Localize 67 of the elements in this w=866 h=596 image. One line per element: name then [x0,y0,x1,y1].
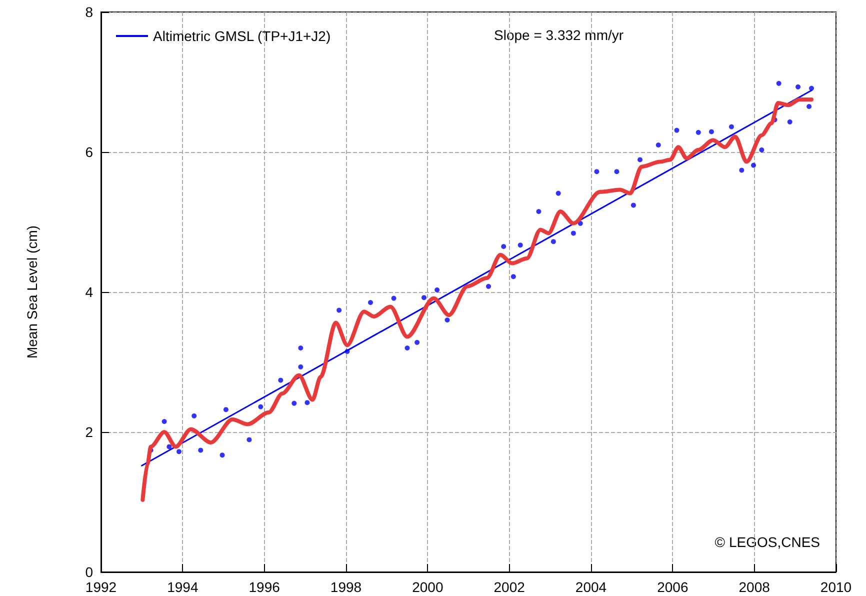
point [223,407,228,412]
y-tick-label: 8 [85,4,94,20]
x-tick-label: 1998 [330,579,362,595]
point [298,364,304,370]
point [162,419,167,424]
point [614,169,620,174]
point [278,378,284,383]
x-tick-label: 1994 [167,579,198,595]
point [809,86,814,91]
x-tick-label: 2008 [738,579,770,595]
x-tick-label: 2010 [820,579,852,595]
point [336,308,342,313]
point [787,119,792,124]
point [292,400,297,406]
y-axis-title: Mean Sea Level (cm) [24,225,40,359]
point [220,452,225,458]
point [751,162,756,168]
point [368,300,373,305]
point [414,340,420,345]
point [806,104,812,109]
point [176,449,182,454]
point [391,296,396,301]
point [434,287,440,292]
point [518,242,523,248]
x-tick-label: 2002 [494,579,526,595]
x-tick-label: 2006 [657,579,688,595]
point [630,202,636,208]
x-tick-label: 2004 [575,579,607,595]
point [696,130,701,135]
point [198,448,204,453]
annotation: © LEGOS,CNES [714,534,820,550]
y-tick-label: 6 [85,144,94,160]
point [638,157,642,162]
point [708,129,714,134]
point [728,124,734,130]
point [556,190,561,196]
point [404,346,410,350]
point [674,128,680,133]
y-tick-label: 2 [85,424,94,440]
point [570,230,576,236]
point [739,168,744,173]
annotation: Slope = 3.332 mm/yr [494,27,624,43]
point [166,444,172,450]
point [776,80,782,86]
point [486,284,492,289]
point [656,142,661,148]
point [421,295,426,300]
x-tick-label: 2000 [412,579,444,595]
point [578,220,583,226]
y-tick-label: 0 [85,564,94,580]
point [192,413,197,418]
point [536,209,542,214]
point [594,169,600,174]
x-tick-label: 1992 [85,579,117,595]
legend-label: Altimetric GMSL (TP+J1+J2) [153,28,331,44]
point [444,318,450,322]
point [759,147,764,152]
point [246,437,252,442]
x-tick-label: 1996 [248,579,280,595]
point [550,239,556,244]
point [501,244,506,249]
point [796,84,801,90]
y-tick-label: 4 [85,284,94,300]
point [258,404,264,410]
point [304,400,310,406]
point [298,346,304,350]
point [510,274,516,280]
